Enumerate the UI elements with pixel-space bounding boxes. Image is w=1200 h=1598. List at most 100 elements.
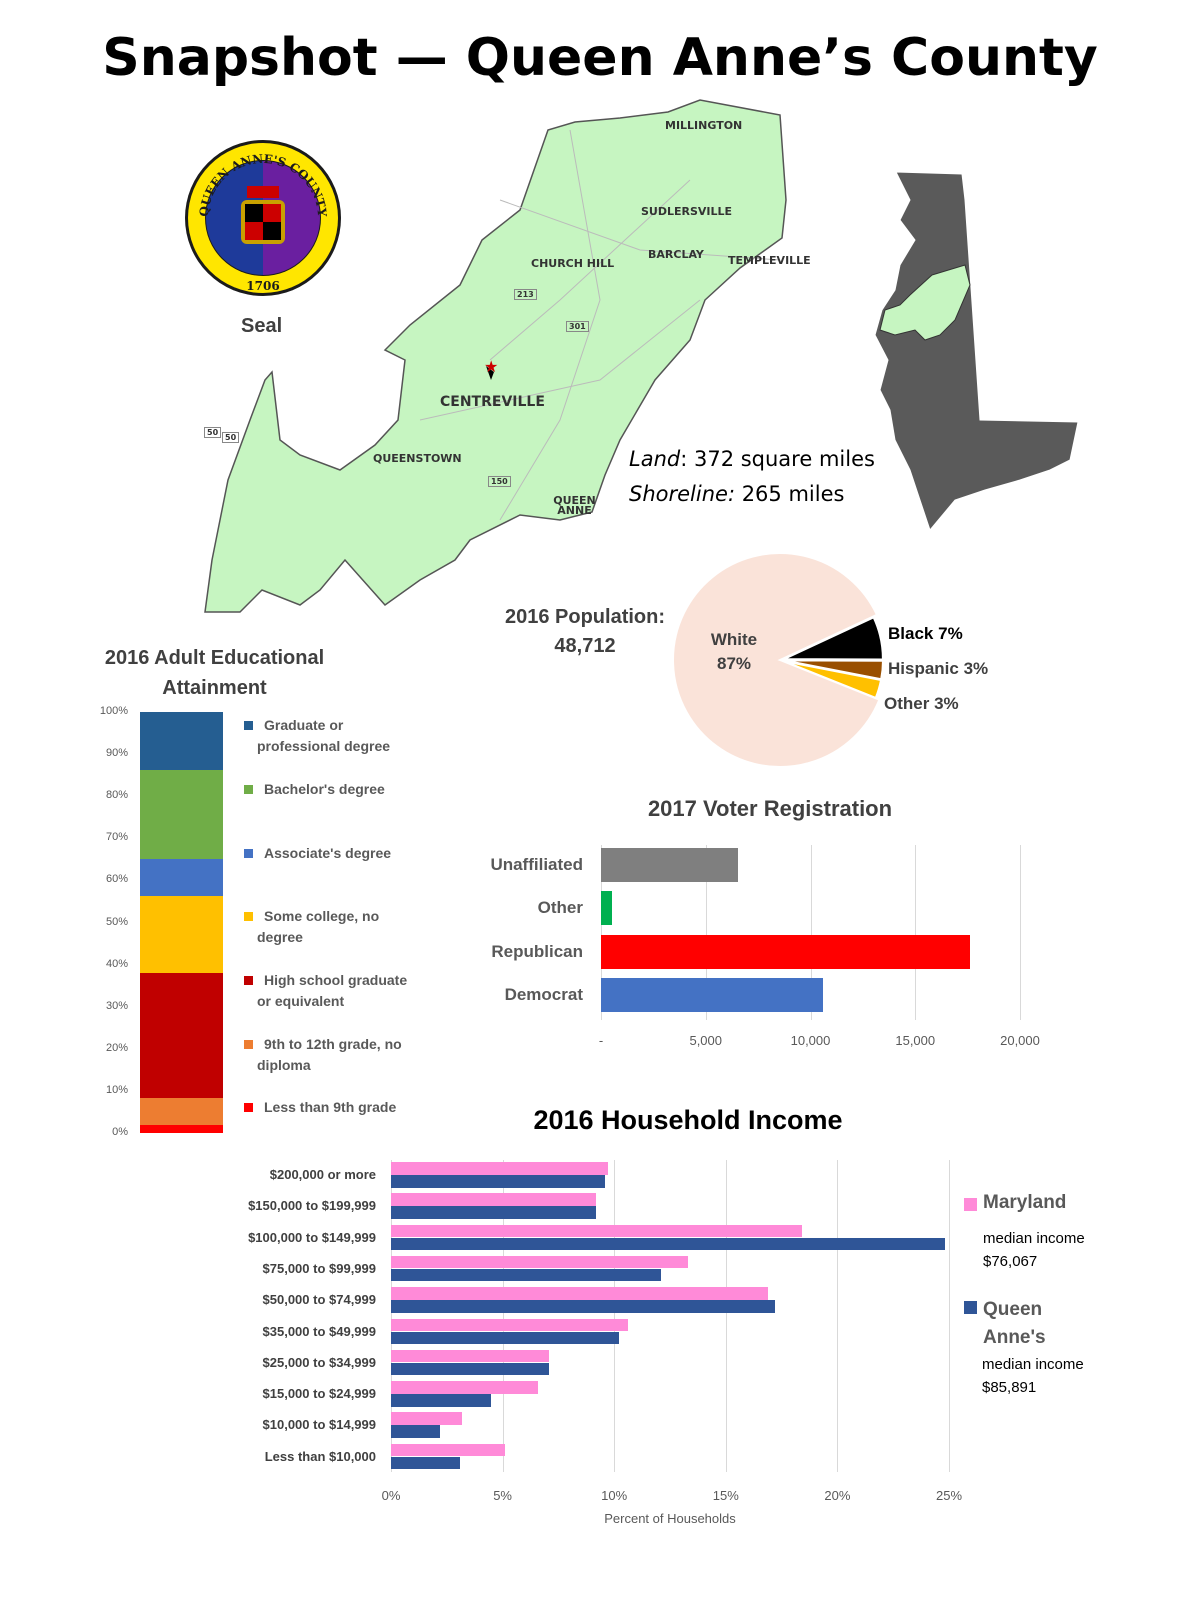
category-label: $15,000 to $24,999	[262, 1386, 376, 1402]
gridline	[601, 845, 602, 1020]
pie-label-other: Other 3%	[884, 694, 959, 714]
x-tick-label: 10,000	[790, 1033, 831, 1048]
pie-label-text: White	[710, 630, 758, 649]
legend-swatch	[244, 1103, 253, 1112]
voter-chart: - 5,000 10,000 15,000 20,000 Unaffiliated Othe…	[0, 0, 1040, 1048]
bar-republican	[601, 935, 970, 969]
education-chart: 0% 10% 20% 30% 40% 50% 60% 70% 80% 90% 100% Graduat…	[0, 0, 407, 1138]
x-tick-label: 15%	[712, 1488, 739, 1503]
pie-label-value: 87%	[716, 654, 752, 673]
legend-text: professional degree	[257, 738, 391, 754]
x-tick-label: 20%	[824, 1488, 851, 1503]
population: 2016 Population: 48,712	[480, 603, 690, 661]
y-tick-label: 90%	[105, 747, 128, 760]
category-label: $35,000 to $49,999	[262, 1323, 376, 1339]
x-tick-label: 5,000	[689, 1033, 723, 1048]
pie-label-text: Hispanic	[888, 659, 959, 678]
shoreline-label: Shoreline:	[629, 482, 736, 506]
bar-other	[601, 891, 612, 925]
route-label: 213	[514, 289, 537, 300]
bar-queen-annes	[391, 1425, 441, 1438]
route-label: 50	[222, 432, 240, 443]
pie-label-white: White 87%	[703, 628, 765, 676]
y-tick-label: 60%	[105, 873, 128, 886]
maryland-median: median income $76,067	[983, 1227, 1085, 1273]
legend-queen-annes: Queen Anne's	[983, 1296, 1046, 1352]
legend-swatch	[244, 1040, 253, 1049]
x-tick-label: 15,000	[895, 1033, 936, 1048]
bar-maryland	[391, 1193, 597, 1206]
legend-item: Some college, no degree	[244, 906, 444, 948]
legend-item: 9th to 12th grade, no diploma	[244, 1034, 444, 1076]
bar-maryland	[391, 1287, 769, 1300]
category-label: $200,000 or more	[269, 1167, 376, 1182]
category-label: $100,000 to $149,999	[248, 1229, 376, 1245]
income-chart-title: 2016 Household Income	[533, 1105, 843, 1135]
bar-queen-annes	[391, 1268, 662, 1282]
bar-maryland	[391, 1349, 550, 1363]
y-tick-label: 0%	[112, 1126, 128, 1138]
x-tick-label: 0%	[381, 1488, 401, 1503]
shoreline-value: 265 miles	[735, 482, 845, 506]
town-label: QUEEN ANNE	[553, 494, 596, 517]
pie-label-value: 3%	[963, 659, 989, 678]
y-tick-label: 80%	[105, 789, 128, 802]
gridline	[810, 845, 812, 1020]
category-label: $10,000 to $14,999	[262, 1417, 376, 1433]
pie-label-hispanic: Hispanic 3%	[888, 659, 988, 679]
y-tick-label: 40%	[105, 957, 128, 970]
pie-slice-black	[783, 615, 884, 661]
bar-queen-annes	[391, 1456, 461, 1470]
svg-text:★: ★	[484, 359, 498, 376]
category-label: Democrat	[504, 985, 583, 1004]
page-title: Snapshot — Queen Anne’s County	[102, 28, 1098, 88]
gridline	[705, 845, 707, 1020]
seal-year: 1706	[246, 279, 279, 293]
y-tick-label: 10%	[105, 1083, 128, 1096]
gridline	[915, 845, 917, 1020]
category-label: $150,000 to $199,999	[248, 1198, 376, 1214]
category-label: $75,000 to $99,999	[262, 1260, 376, 1276]
route-label: 301	[566, 321, 589, 332]
y-tick-label: 100%	[99, 705, 128, 717]
gridline	[837, 1160, 839, 1472]
legend-swatch-maryland	[964, 1198, 977, 1211]
legend-text: degree	[257, 929, 303, 945]
town-label: SUDLERSVILLE	[641, 205, 733, 218]
legend-item: Less than 9th grade	[244, 1097, 444, 1118]
legend-swatch	[244, 785, 253, 794]
category-label: Other	[537, 898, 583, 917]
town-label: CENTREVILLE	[440, 394, 545, 410]
route-label: 150	[488, 476, 511, 487]
pie-slice-white	[672, 552, 881, 768]
bar-maryland	[391, 1412, 463, 1425]
legend-text: 9th to 12th grade, no	[264, 1036, 402, 1052]
gridline	[391, 1160, 392, 1472]
bar-queen-annes	[391, 1237, 945, 1251]
legend-swatch	[244, 849, 253, 858]
bar-maryland	[391, 1318, 628, 1331]
legend-swatch	[244, 721, 253, 730]
pie-label-text: Black	[888, 624, 934, 643]
town-label: QUEENSTOWN	[373, 452, 462, 465]
income-chart: 0% 5% 10% 15% 20% 25% $200,000 or more $150,000…	[0, 0, 962, 1503]
gridline	[949, 1160, 950, 1472]
pie-slice-other	[783, 660, 883, 700]
legend-swatch-queen-annes	[964, 1301, 977, 1314]
bar-queen-annes	[391, 1206, 597, 1219]
legend-text: Associate's degree	[264, 845, 392, 861]
x-tick-label: 10%	[601, 1488, 628, 1503]
bar-maryland	[391, 1224, 802, 1238]
county-map: ★	[204, 99, 787, 613]
education-chart-title: 2016 Adult Educational Attainment	[104, 647, 325, 699]
legend-text: High school graduate	[264, 972, 408, 988]
bar-maryland	[391, 1443, 505, 1457]
gridline	[502, 1160, 504, 1472]
median-value: $76,067	[983, 1253, 1038, 1270]
town-label: MILLINGTON	[665, 119, 743, 132]
category-label: Less than $10,000	[264, 1448, 376, 1464]
stacked-segment	[140, 770, 223, 859]
legend-item: Associate's degree	[244, 843, 444, 864]
bar-democrat	[601, 978, 824, 1012]
legend-item: Graduate or professional degree	[244, 715, 444, 757]
